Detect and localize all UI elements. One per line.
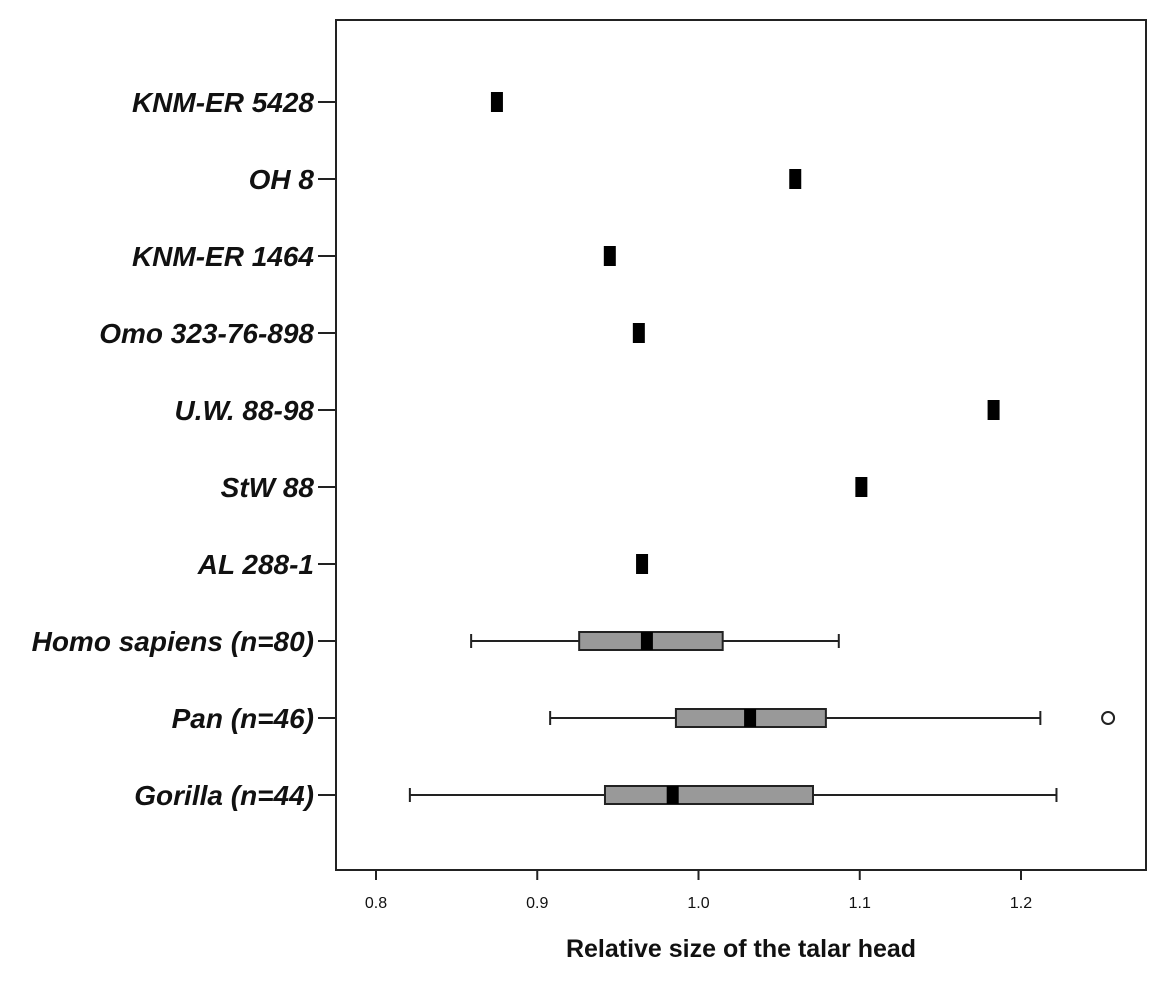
specimen-marker xyxy=(636,554,649,574)
x-tick-label: 1.1 xyxy=(849,895,871,912)
x-axis: 0.8 0.9 1.0 1.1 1.2 xyxy=(365,870,1032,912)
category-label: KNM-ER 1464 xyxy=(132,241,314,272)
x-tick-label: 1.2 xyxy=(1010,895,1032,912)
category-label: Omo 323-76-898 xyxy=(99,318,314,349)
category-axis: KNM-ER 5428 OH 8 KNM-ER 1464 Omo 323-76-898… xyxy=(32,87,336,811)
category-label: Gorilla (n=44) xyxy=(134,780,314,811)
specimen-marker xyxy=(855,477,868,497)
category-label: Homo sapiens (n=80) xyxy=(32,626,314,657)
data-marks xyxy=(408,92,1116,805)
specimen-marker xyxy=(987,400,1000,420)
category-label: OH 8 xyxy=(249,164,315,195)
specimen-marker xyxy=(632,323,645,343)
median-marker xyxy=(640,632,653,650)
category-label: Pan (n=46) xyxy=(172,703,314,734)
x-tick-label: 1.0 xyxy=(687,895,709,912)
category-label: StW 88 xyxy=(221,472,315,503)
specimen-marker xyxy=(789,169,802,189)
median-marker xyxy=(744,709,757,727)
x-axis-title: Relative size of the talar head xyxy=(566,935,916,963)
category-label: AL 288-1 xyxy=(197,549,314,580)
category-label: KNM-ER 5428 xyxy=(132,87,314,118)
plot-frame xyxy=(335,19,1147,871)
specimen-marker xyxy=(490,92,503,112)
specimen-marker xyxy=(603,246,616,266)
x-tick-label: 0.8 xyxy=(365,895,387,912)
outlier-point xyxy=(1101,711,1116,725)
category-label: U.W. 88-98 xyxy=(174,395,314,426)
x-tick-label: 0.9 xyxy=(526,895,548,912)
median-marker xyxy=(666,786,679,804)
iqr-box xyxy=(603,785,814,805)
